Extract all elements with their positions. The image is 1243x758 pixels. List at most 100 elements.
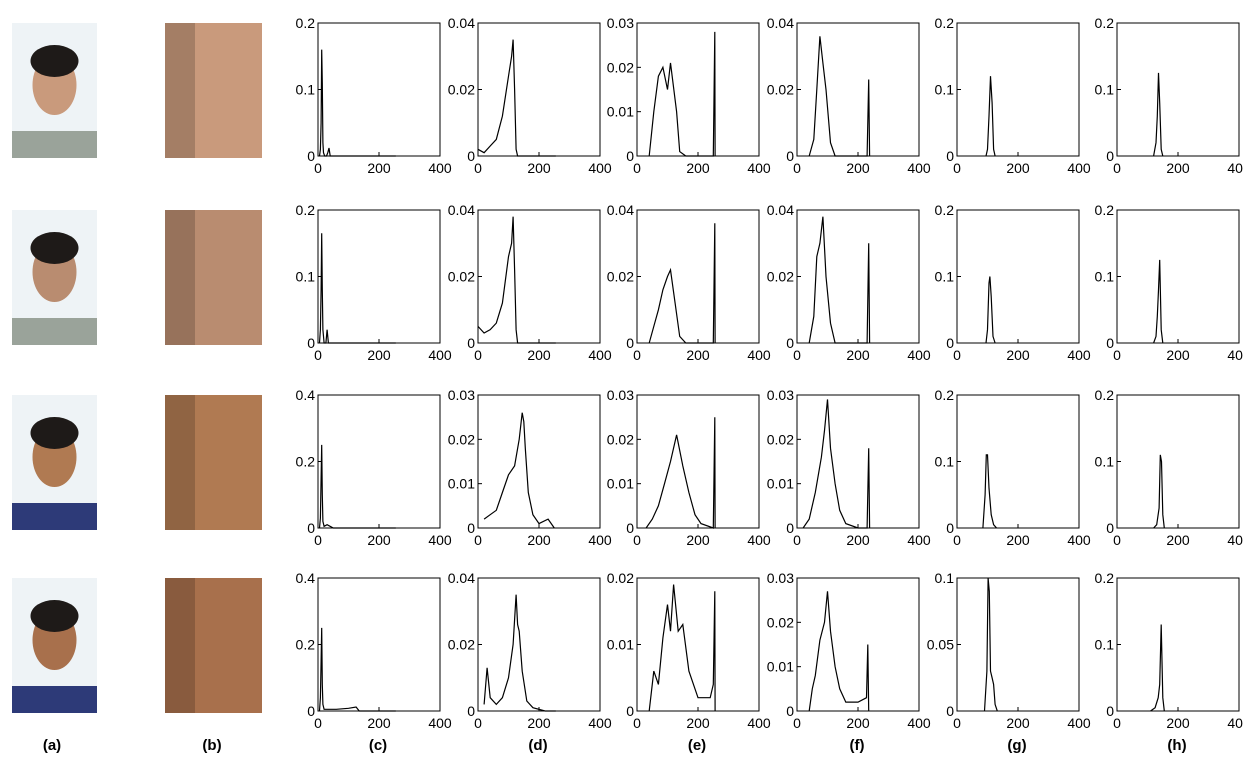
x-tick-label: 200: [1006, 160, 1030, 176]
panel-label: (e): [688, 737, 706, 754]
x-tick-label: 0: [474, 160, 482, 176]
histogram-line: [477, 216, 556, 344]
panel-label: (f): [850, 737, 865, 754]
x-tick-label: 400: [588, 160, 612, 176]
plot-frame: [1116, 209, 1240, 344]
y-tick-label: 0.2: [296, 15, 316, 31]
histogram-chart: 0 0.01 0.02 0.03 0 200 400: [767, 387, 931, 548]
plot-frame: [956, 209, 1080, 344]
plot-frame: [796, 22, 920, 157]
x-tick-label: 200: [1006, 532, 1030, 548]
histogram-line: [648, 223, 716, 344]
x-tick-label: 0: [1113, 715, 1121, 731]
x-tick-label: 0: [953, 532, 961, 548]
histogram-chart: 0 0.1 0.2 0 200 400: [935, 202, 1091, 363]
histogram-line: [318, 627, 396, 712]
x-tick-label: 0: [314, 715, 322, 731]
photo-shirt: [12, 131, 97, 158]
y-tick-label: 0: [626, 148, 634, 164]
x-tick-label: 200: [1166, 532, 1190, 548]
histogram-line: [808, 216, 871, 344]
plot-frame: [477, 394, 601, 529]
plot-frame: [956, 22, 1080, 157]
plot-frame: [636, 394, 760, 529]
x-tick-label: 400: [907, 160, 931, 176]
y-tick-label: 0: [626, 520, 634, 536]
y-tick-label: 0.1: [1095, 269, 1115, 285]
y-tick-label: 0.2: [935, 202, 955, 218]
histogram-chart: 0 0.02 0.04 0 200 400: [767, 15, 931, 176]
y-tick-label: 0.01: [607, 476, 634, 492]
y-tick-label: 0: [946, 520, 954, 536]
x-tick-label: 400: [747, 532, 771, 548]
histogram-chart: 0 0.2 0.4 0 200 400: [296, 387, 452, 548]
x-tick-label: 400: [747, 160, 771, 176]
x-tick-label: 400: [907, 347, 931, 363]
y-tick-label: 0.2: [935, 387, 955, 403]
x-tick-label: 0: [953, 715, 961, 731]
y-tick-label: 0: [1106, 148, 1114, 164]
y-tick-label: 0: [946, 703, 954, 719]
face-crop: [165, 23, 262, 158]
y-tick-label: 0.1: [1095, 454, 1115, 470]
x-tick-label: 200: [527, 347, 551, 363]
histogram-line: [483, 594, 556, 712]
histogram-line: [985, 76, 996, 157]
x-tick-label: 0: [474, 532, 482, 548]
x-tick-label: 200: [1166, 715, 1190, 731]
x-tick-label: 200: [846, 715, 870, 731]
plot-frame: [317, 577, 441, 712]
photo-hair: [30, 417, 79, 449]
histogram-line: [982, 454, 998, 529]
histogram-line: [1153, 259, 1164, 344]
histogram-chart: 0 0.1 0.2 0 200 400: [296, 15, 452, 176]
y-tick-label: 0.2: [1095, 570, 1115, 586]
histogram-chart: 0 0.02 0.04 0 200 400: [448, 202, 612, 363]
plot-frame: [477, 577, 601, 712]
y-tick-label: 0: [626, 703, 634, 719]
plot-frame: [317, 22, 441, 157]
x-tick-label: 400: [428, 532, 452, 548]
plot-frame: [1116, 22, 1240, 157]
y-tick-label: 0.04: [448, 570, 475, 586]
x-tick-label: 0: [793, 347, 801, 363]
y-tick-label: 0.03: [448, 387, 475, 403]
y-tick-label: 0.1: [1095, 82, 1115, 98]
x-tick-label: 400: [747, 347, 771, 363]
y-tick-label: 0: [786, 703, 794, 719]
y-tick-label: 0.02: [607, 269, 634, 285]
y-tick-label: 0.4: [296, 387, 316, 403]
histogram-chart: 0 0.1 0.2 0 200 400: [935, 387, 1091, 548]
y-tick-label: 0: [467, 148, 475, 164]
x-tick-label: 0: [1113, 347, 1121, 363]
x-tick-label: 200: [686, 347, 710, 363]
x-tick-label: 0: [793, 160, 801, 176]
face-crop: [165, 395, 262, 530]
histogram-chart: 0 0.1 0.2 0 200 400: [296, 202, 452, 363]
x-tick-label: 200: [527, 715, 551, 731]
y-tick-label: 0.02: [767, 431, 794, 447]
histogram-line: [483, 412, 555, 529]
panel-label: (h): [1167, 737, 1186, 754]
y-tick-label: 0: [946, 335, 954, 351]
histogram-chart: 0 0.1 0.2 0 200 400: [1095, 387, 1243, 548]
x-tick-label: 400: [1067, 532, 1091, 548]
histogram-chart: 0 0.02 0.04 0 200 400: [448, 570, 612, 731]
y-tick-label: 0: [307, 520, 315, 536]
histogram-chart: 0 0.1 0.2 0 200 400: [1095, 202, 1243, 363]
histogram-line: [983, 577, 998, 712]
y-tick-label: 0.04: [448, 202, 475, 218]
y-tick-label: 0: [786, 148, 794, 164]
histogram-line: [808, 591, 870, 712]
photo-shirt: [12, 686, 97, 713]
x-tick-label: 400: [1067, 347, 1091, 363]
face-crop: [165, 210, 262, 345]
x-tick-label: 0: [793, 715, 801, 731]
y-tick-label: 0.2: [1095, 202, 1115, 218]
histogram-line: [318, 49, 396, 157]
x-tick-label: 200: [846, 532, 870, 548]
y-tick-label: 0.01: [607, 637, 634, 653]
histogram-line: [318, 233, 396, 344]
y-tick-label: 0: [307, 148, 315, 164]
plot-frame: [636, 209, 760, 344]
